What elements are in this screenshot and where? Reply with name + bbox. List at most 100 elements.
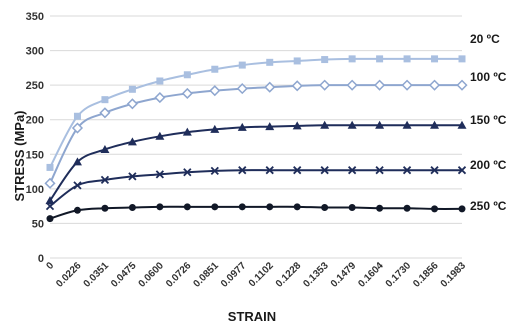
y-tick-label: 150 (26, 149, 44, 161)
data-point (126, 98, 138, 110)
series-lines (44, 55, 468, 223)
y-tick-label: 50 (32, 218, 44, 230)
data-point (457, 120, 467, 129)
x-tick-label: 0.1479 (329, 260, 359, 290)
x-tick-label: 0.1353 (301, 260, 331, 290)
data-point (101, 204, 109, 212)
data-point (264, 81, 276, 93)
data-point (128, 85, 136, 93)
series-label: 250 ºC (470, 199, 507, 213)
data-point (73, 181, 82, 190)
data-point (293, 57, 301, 65)
data-point (403, 55, 411, 63)
data-point (181, 87, 193, 100)
data-point (236, 83, 248, 95)
data-point (238, 166, 247, 175)
data-point (238, 61, 246, 69)
data-point (237, 122, 247, 131)
data-point (348, 55, 356, 63)
y-tick-label: 100 (26, 184, 44, 196)
x-tick-label: 0 (44, 260, 56, 272)
data-point (431, 55, 439, 63)
series-1 (44, 79, 468, 189)
data-point (292, 121, 302, 130)
data-point (155, 170, 165, 179)
series-label: 100 ºC (470, 70, 507, 84)
series-line (49, 169, 462, 207)
data-point (183, 203, 191, 211)
y-axis-title: STRESS (MPa) (12, 110, 27, 201)
data-point (72, 157, 82, 166)
data-point (156, 203, 164, 211)
y-tick-label: 350 (26, 11, 44, 23)
data-point (183, 71, 191, 79)
data-point (431, 205, 439, 213)
data-point (320, 166, 329, 175)
data-point (457, 166, 467, 175)
series-line (49, 84, 462, 184)
data-point (319, 79, 331, 91)
data-point (403, 204, 411, 212)
data-point (375, 166, 384, 175)
data-point (402, 120, 412, 129)
data-point (376, 55, 384, 63)
data-point (456, 79, 468, 91)
data-point (101, 96, 109, 104)
data-point (428, 79, 441, 91)
data-point (45, 196, 55, 205)
data-point (374, 79, 386, 91)
data-point (182, 127, 192, 136)
series-2 (45, 120, 467, 205)
x-tick-label: 0.1102 (247, 260, 276, 289)
series-label: 20 ºC (470, 32, 500, 46)
data-point (155, 131, 165, 140)
data-point (375, 120, 385, 129)
x-tick-label: 0.1730 (384, 260, 414, 290)
series-line (49, 205, 463, 220)
data-point (44, 177, 56, 189)
x-tick-label: 0.0726 (164, 260, 194, 290)
data-point (321, 204, 329, 212)
x-tick-label: 0.0600 (137, 260, 167, 290)
data-point (291, 80, 303, 92)
data-point (238, 203, 246, 211)
series-label: 150 ºC (470, 113, 507, 127)
data-point (99, 107, 111, 119)
series-0 (46, 55, 466, 171)
y-tick-label: 250 (26, 80, 44, 92)
data-point (265, 166, 274, 175)
x-tick-label: 0.0851 (192, 260, 222, 290)
y-axis-ticks: 0 50 100 150 200 250 300 350 (26, 11, 44, 265)
data-point (266, 58, 274, 66)
data-point (128, 172, 137, 181)
data-point (402, 166, 412, 175)
x-axis-ticks: 00.02260.03510.04750.06000.07260.08510.0… (44, 260, 468, 290)
data-point (210, 166, 219, 176)
series-3 (45, 166, 467, 211)
x-tick-label: 0.1983 (439, 260, 469, 290)
y-tick-label: 200 (26, 115, 44, 127)
data-point (71, 122, 84, 134)
x-tick-label: 0.1856 (411, 260, 441, 290)
data-point (430, 166, 439, 175)
data-point (127, 137, 137, 146)
data-point (46, 215, 54, 223)
x-tick-label: 0.1604 (356, 260, 386, 290)
data-point (266, 203, 274, 211)
data-point (209, 85, 221, 97)
data-point (458, 55, 466, 63)
x-tick-label: 0.1228 (274, 260, 304, 290)
data-point (293, 166, 302, 175)
data-point (401, 79, 413, 91)
data-point (210, 124, 220, 133)
x-tick-label: 0.0351 (82, 260, 112, 290)
data-point (156, 77, 164, 85)
data-point (45, 202, 55, 211)
data-point (73, 112, 81, 120)
data-point (211, 203, 219, 211)
data-point (100, 144, 110, 153)
data-point (321, 56, 329, 64)
data-point (73, 206, 81, 214)
data-point (320, 120, 330, 129)
